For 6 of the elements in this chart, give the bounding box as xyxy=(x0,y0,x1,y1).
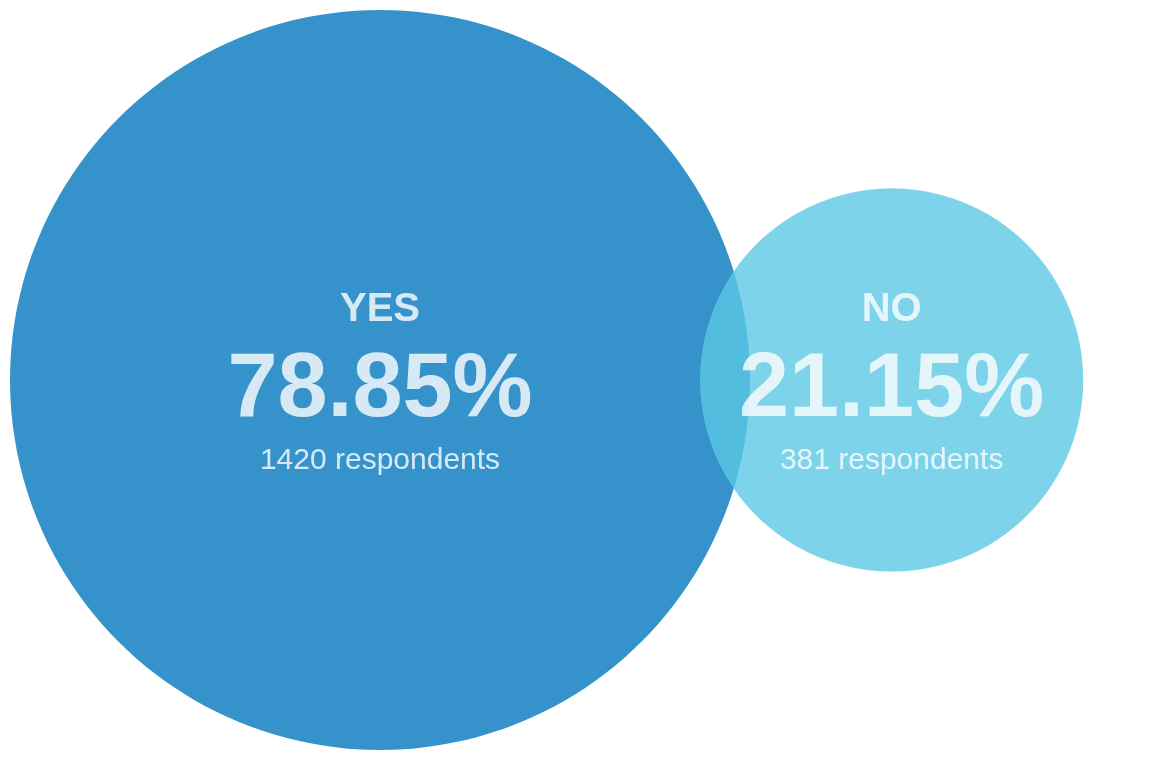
text: 1420 respondents xyxy=(259,441,501,475)
category-label: NO xyxy=(861,285,922,329)
text: 381 respondents xyxy=(779,441,1004,475)
category-label: YES xyxy=(339,285,421,329)
data-label: 21.15% xyxy=(739,335,1045,435)
data-label: 78.85% xyxy=(227,335,533,435)
